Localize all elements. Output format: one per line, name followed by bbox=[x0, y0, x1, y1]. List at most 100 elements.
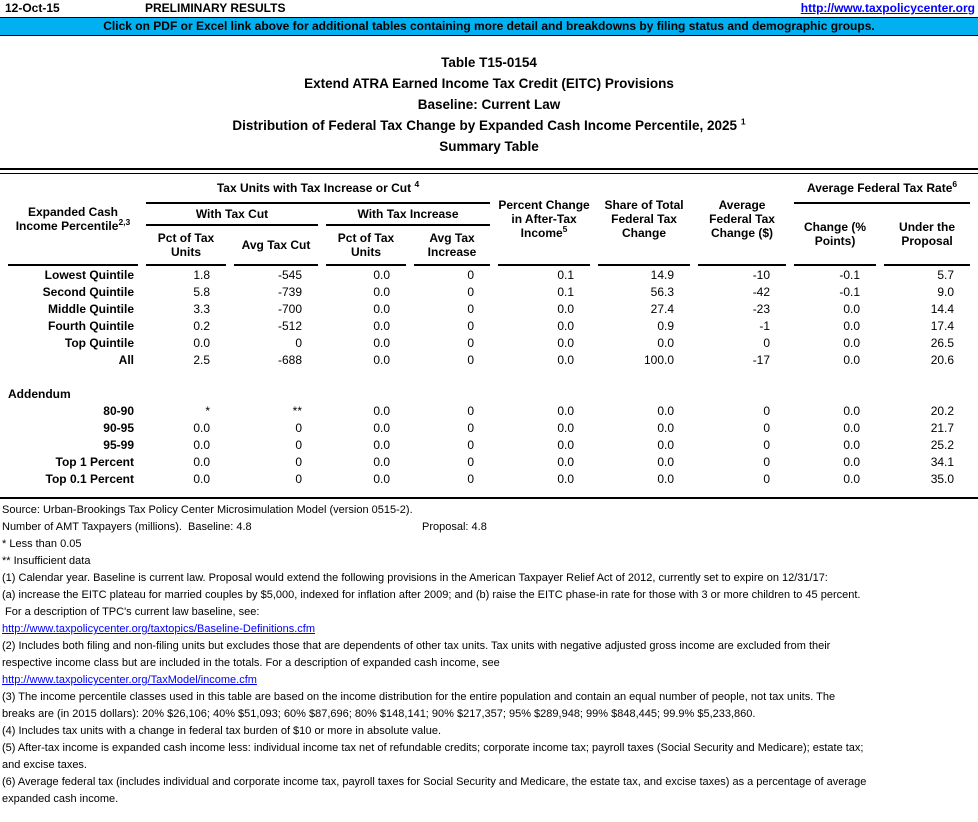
row-label: Fourth Quintile bbox=[48, 318, 134, 333]
row-label: Top 1 Percent bbox=[55, 454, 134, 469]
cell-value: 0.0 bbox=[843, 301, 861, 316]
cell-value: 0.0 bbox=[373, 301, 390, 316]
header-pct-units-cut: Pct of Tax Units bbox=[146, 226, 226, 266]
distribution-table: Expanded Cash Income Percentile2,3 Tax U… bbox=[0, 174, 978, 487]
cell-value: 3.3 bbox=[193, 301, 210, 316]
row-label: Top Quintile bbox=[64, 335, 134, 350]
cell-value: 0 bbox=[295, 420, 302, 435]
cell-value: 0.0 bbox=[657, 420, 675, 435]
cell-value: 0.0 bbox=[373, 437, 390, 452]
cell-value: 0.0 bbox=[557, 471, 575, 486]
cell-value: 20.2 bbox=[930, 403, 955, 418]
cell-value: 0 bbox=[467, 335, 475, 350]
table-row: Middle Quintile 3.3 -700 0.0 0 0.0 27.4 -23 0.0 1… bbox=[8, 300, 970, 317]
cell-value: 0.0 bbox=[843, 335, 861, 350]
cell-value: 0.0 bbox=[843, 352, 861, 367]
cell-value: 0.0 bbox=[373, 454, 390, 469]
table-row: Lowest Quintile 1.8 -545 0.0 0 0.1 14.9 -10 -0.1… bbox=[8, 266, 970, 283]
cell-value: 0.0 bbox=[373, 420, 390, 435]
note-line: For a description of TPC's current law b… bbox=[2, 606, 260, 618]
note-link[interactable]: http://www.taxpolicycenter.org/TaxModel/… bbox=[2, 674, 257, 686]
note-link-line: http://www.taxpolicycenter.org/TaxModel/… bbox=[2, 672, 978, 689]
cell-value: 100.0 bbox=[644, 352, 675, 367]
cell-value: 0.0 bbox=[557, 335, 575, 350]
cell-value: 0.0 bbox=[557, 403, 575, 418]
cell-value: 26.5 bbox=[930, 335, 955, 350]
cell-value: 0.0 bbox=[557, 352, 575, 367]
cell-value: 0.2 bbox=[193, 318, 210, 333]
cell-value: 1.8 bbox=[193, 267, 210, 282]
spacer-row bbox=[8, 368, 970, 385]
cell-value: 0 bbox=[467, 318, 475, 333]
preliminary-results-label: PRELIMINARY RESULTS bbox=[145, 1, 286, 15]
cell-value: 0.0 bbox=[657, 471, 675, 486]
cell-value: -0.1 bbox=[839, 284, 861, 299]
cell-value: -1 bbox=[759, 318, 771, 333]
note-line: Source: Urban-Brookings Tax Policy Cente… bbox=[2, 504, 413, 516]
cell-value: 0.0 bbox=[557, 454, 575, 469]
cell-value: 21.7 bbox=[930, 420, 955, 435]
table-body: Lowest Quintile 1.8 -545 0.0 0 0.1 14.9 -10 -0.1… bbox=[8, 266, 970, 487]
cell-value: 0 bbox=[295, 471, 302, 486]
title-block: Table T15-0154 Extend ATRA Earned Income… bbox=[0, 52, 978, 157]
cell-value: 0 bbox=[295, 454, 302, 469]
header-avg-tax-increase: Avg Tax Increase bbox=[414, 226, 491, 266]
cell-value: 14.9 bbox=[650, 267, 675, 282]
cell-value: 0.1 bbox=[557, 267, 575, 282]
cell-value: 0.0 bbox=[373, 335, 390, 350]
row-label: Top 0.1 Percent bbox=[45, 471, 134, 486]
cell-value: 0 bbox=[763, 437, 771, 452]
cell-value: 0.0 bbox=[193, 454, 210, 469]
header-group-average-federal-tax-rate: Average Federal Tax Rate6 bbox=[794, 174, 971, 204]
tpc-website-link[interactable]: http://www.taxpolicycenter.org bbox=[800, 1, 975, 15]
note-line: (1) Calendar year. Baseline is current l… bbox=[2, 572, 828, 584]
amt-proposal-text: Proposal: 4.8 bbox=[422, 521, 487, 533]
cell-value: 0 bbox=[467, 454, 475, 469]
cell-value: 0.0 bbox=[557, 437, 575, 452]
cell-value: 0.0 bbox=[657, 454, 675, 469]
cell-value: 0.0 bbox=[657, 403, 675, 418]
report-date: 12-Oct-15 bbox=[5, 1, 60, 15]
cell-value: -17 bbox=[752, 352, 771, 367]
cell-value: -739 bbox=[277, 284, 302, 299]
cell-value: 0.0 bbox=[843, 420, 861, 435]
info-banner: Click on PDF or Excel link above for add… bbox=[0, 17, 978, 36]
distribution-title: Distribution of Federal Tax Change by Ex… bbox=[232, 116, 746, 133]
note-line: breaks are (in 2015 dollars): 20% $26,10… bbox=[2, 708, 756, 720]
cell-value: 20.6 bbox=[930, 352, 955, 367]
cell-value: 0 bbox=[467, 420, 475, 435]
cell-value: 17.4 bbox=[930, 318, 955, 333]
note-line: (2) Includes both filing and non-filing … bbox=[2, 640, 831, 652]
note-line: respective income class but are included… bbox=[2, 657, 500, 669]
cell-value: 0.0 bbox=[843, 471, 861, 486]
header-with-tax-cut: With Tax Cut bbox=[146, 204, 318, 226]
cell-value: 0.0 bbox=[843, 454, 861, 469]
note-line: (3) The income percentile classes used i… bbox=[2, 691, 836, 703]
row-label: 90-95 bbox=[103, 420, 134, 435]
cell-value: 0 bbox=[467, 267, 475, 282]
cell-value: 5.8 bbox=[193, 284, 210, 299]
cell-value: 0.0 bbox=[557, 420, 575, 435]
top-header-bar: 12-Oct-15 PRELIMINARY RESULTS http://www… bbox=[0, 0, 978, 17]
cell-value: -42 bbox=[752, 284, 771, 299]
summary-table-title: Summary Table bbox=[439, 139, 539, 154]
table-row: 80-90 * ** 0.0 0 0.0 0.0 0 0.0 20.2 bbox=[8, 402, 970, 419]
cell-value: 0.0 bbox=[843, 403, 861, 418]
cell-value: 0 bbox=[295, 335, 302, 350]
cell-value: 0.0 bbox=[193, 471, 210, 486]
cell-value: 0.0 bbox=[193, 335, 210, 350]
table-row: Second Quintile 5.8 -739 0.0 0 0.1 56.3 -42 -0.1… bbox=[8, 283, 970, 300]
table-number-title: Table T15-0154 bbox=[441, 55, 537, 70]
cell-value: -700 bbox=[277, 301, 302, 316]
note-line: ** Insufficient data bbox=[2, 555, 91, 567]
cell-value: * bbox=[205, 403, 210, 418]
cell-value: -688 bbox=[277, 352, 302, 367]
note-line: (5) After-tax income is expanded cash in… bbox=[2, 742, 864, 754]
header-pct-change-after-tax-income: Percent Change in After-Tax Income5 bbox=[498, 174, 591, 266]
cell-value: 2.5 bbox=[193, 352, 210, 367]
note-link[interactable]: http://www.taxpolicycenter.org/taxtopics… bbox=[2, 623, 316, 635]
note-line: expanded cash income. bbox=[2, 793, 119, 805]
cell-value: 25.2 bbox=[930, 437, 955, 452]
cell-value: -0.1 bbox=[839, 267, 861, 282]
header-rate-under-proposal: Under the Proposal bbox=[884, 204, 971, 266]
